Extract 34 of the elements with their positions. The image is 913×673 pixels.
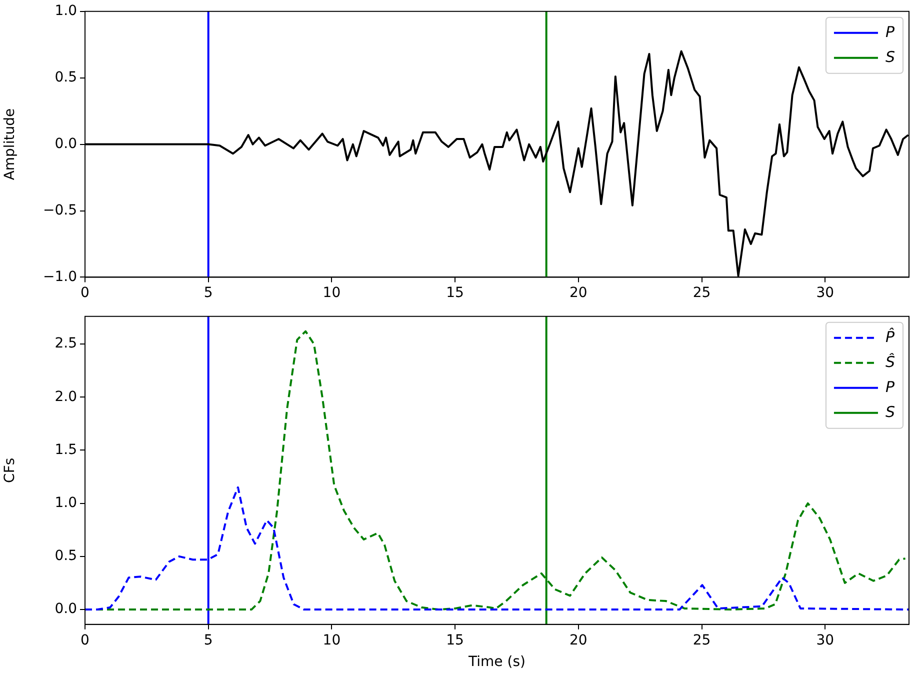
x-tick-label: 5 <box>204 285 213 302</box>
x-axis-title: Time (s) <box>468 654 526 670</box>
x-tick-label: 20 <box>570 632 588 648</box>
x-tick-label: 30 <box>816 632 834 648</box>
x-tick-label: 0 <box>80 632 90 648</box>
y-tick-label: 1.0 <box>54 494 77 511</box>
legend-label: S <box>885 48 896 66</box>
y-tick-label: 2.0 <box>54 388 77 405</box>
y-tick-label: 0.0 <box>54 136 77 152</box>
y-tick-label: 2.5 <box>54 336 77 352</box>
y-axis-title: Amplitude <box>2 108 18 180</box>
legend-label: P <box>885 22 896 41</box>
y-tick-label: −0.5 <box>43 202 77 218</box>
legend-label: Ŝ <box>885 352 896 371</box>
x-tick-label: 25 <box>692 285 711 302</box>
x-tick-label: 10 <box>322 632 341 648</box>
x-tick-label: 30 <box>816 285 834 302</box>
x-tick-label: 25 <box>692 632 711 648</box>
x-tick-label: 5 <box>204 632 213 648</box>
y-tick-label: 0.5 <box>54 69 77 86</box>
x-tick-label: 0 <box>80 285 90 302</box>
x-tick-label: 15 <box>446 285 464 302</box>
legend-label: P̂ <box>885 327 896 346</box>
legend-label: P <box>885 378 896 396</box>
x-tick-label: 15 <box>446 632 464 648</box>
y-tick-label: 1.5 <box>54 442 77 458</box>
x-tick-label: 10 <box>322 285 341 302</box>
legend-label: S <box>885 402 896 421</box>
y-tick-label: 0.5 <box>54 548 77 564</box>
x-tick-label: 20 <box>570 285 588 302</box>
y-axis-title: CFs <box>2 458 18 483</box>
y-tick-label: −1.0 <box>43 268 77 285</box>
y-tick-label: 1.0 <box>54 3 77 20</box>
y-tick-label: 0.0 <box>54 601 77 618</box>
